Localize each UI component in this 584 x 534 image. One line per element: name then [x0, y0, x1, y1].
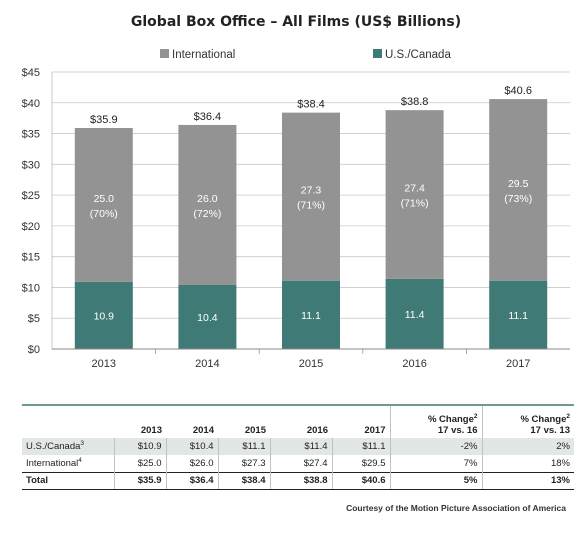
y-tick-label: $10	[22, 282, 40, 294]
x-tick-label: 2016	[402, 358, 426, 370]
table-cell: $38.8	[269, 471, 332, 490]
y-tick-label: $20	[22, 221, 40, 233]
table-cell: $10.4	[165, 438, 218, 455]
table-cell: $27.3	[217, 455, 270, 472]
y-tick-label: $40	[22, 98, 40, 110]
segment-share-label: (71%)	[401, 197, 429, 209]
bars: 10.9 25.0 (70%) $35.9 10.4 26.0 (72%) $36.4 11.1…	[74, 85, 548, 349]
segment-value-label: 27.3	[301, 185, 322, 197]
bar-segment-us-canada	[178, 284, 237, 349]
x-tick-label: 2014	[195, 358, 219, 370]
bar-segment-international	[74, 128, 133, 282]
table-cell: $26.0	[165, 455, 218, 472]
y-tick-label: $0	[28, 344, 40, 356]
table-cell: $40.6	[331, 471, 390, 490]
row-label: Total	[22, 471, 114, 490]
table-cell: $27.4	[269, 455, 332, 472]
legend-swatch-international	[160, 49, 169, 58]
header-blank	[22, 406, 114, 438]
table-cell: $11.1	[331, 438, 390, 455]
table-cell: $25.0	[113, 455, 166, 472]
segment-value-label: 26.0	[197, 193, 218, 205]
header-year: 2017	[364, 425, 386, 436]
row-label: International4	[26, 457, 82, 470]
table-cell: $35.9	[113, 471, 166, 490]
table-cell: $29.5	[331, 455, 390, 472]
bar-total-label: $35.9	[90, 114, 118, 126]
legend-swatch-us-canada	[373, 49, 382, 58]
table-cell: 18%	[481, 455, 574, 472]
bar-segment-us-canada	[385, 278, 444, 349]
table-cell: -2%	[389, 438, 482, 455]
legend-label-international: International	[172, 49, 235, 61]
table-cell: $10.9	[113, 438, 166, 455]
row-label: U.S./Canada3	[22, 438, 114, 455]
table-row-us-canada: U.S./Canada3 $10.9 $10.4 $11.1 $11.4 $11…	[22, 438, 574, 455]
y-tick-label: $25	[22, 190, 40, 202]
table-row-international: International4 $25.0 $26.0 $27.3 $27.4 $…	[22, 455, 574, 472]
stacked-bar-chart: Global Box Office – All Films (US$ Billi…	[22, 14, 570, 370]
segment-share-label: (71%)	[297, 200, 325, 212]
x-tick-label: 2013	[92, 358, 116, 370]
data-table: 2013 2014 2015 2016 2017 % Change2 17 vs…	[22, 404, 574, 490]
segment-value-label: 11.4	[405, 309, 425, 321]
y-tick-label: $5	[28, 313, 40, 325]
y-axis: $0 $5 $10 $15 $20 $25 $30 $35 $40 $45	[22, 67, 53, 356]
source-credit: Courtesy of the Motion Picture Associati…	[346, 503, 566, 513]
table-cell: 7%	[389, 455, 482, 472]
segment-value-label: 11.1	[301, 310, 321, 322]
header-year: 2016	[306, 425, 328, 436]
y-tick-label: $45	[22, 67, 40, 79]
bar-segment-us-canada	[74, 281, 133, 349]
header-change-17-vs-16: % Change2 17 vs. 16	[389, 406, 482, 438]
table-cell: 2%	[481, 438, 574, 455]
header-year: 2013	[140, 425, 162, 436]
table-cell: $11.1	[217, 438, 270, 455]
legend: International U.S./Canada	[160, 49, 451, 61]
bar-total-label: $38.8	[401, 96, 429, 108]
y-tick-label: $35	[22, 129, 40, 141]
segment-share-label: (73%)	[504, 193, 532, 205]
bar-segment-us-canada	[489, 280, 548, 349]
chart-title: Global Box Office – All Films (US$ Billi…	[131, 14, 461, 30]
segment-share-label: (70%)	[90, 208, 118, 220]
y-tick-label: $30	[22, 159, 40, 171]
bar-segment-international	[489, 99, 548, 281]
segment-value-label: 11.1	[508, 310, 528, 322]
bar-segment-international	[385, 110, 444, 279]
segment-value-label: 29.5	[508, 178, 529, 190]
table-header-row: 2013 2014 2015 2016 2017 % Change2 17 vs…	[22, 406, 574, 438]
bar-total-label: $40.6	[504, 85, 532, 97]
bar-segment-international	[178, 124, 237, 285]
header-change-17-vs-13: % Change2 17 vs. 13	[481, 406, 574, 438]
segment-value-label: 10.4	[197, 312, 218, 324]
table-cell: $11.4	[269, 438, 332, 455]
bar-segment-us-canada	[282, 280, 340, 349]
segment-value-label: 27.4	[404, 182, 425, 194]
table-row-total: Total $35.9 $36.4 $38.4 $38.8 $40.6 5% 1…	[22, 471, 574, 490]
table-cell: 5%	[389, 471, 482, 490]
y-tick-label: $15	[22, 252, 40, 264]
x-axis: 2013 2014 2015 2016 2017	[52, 348, 570, 370]
bar-segment-international	[282, 112, 340, 281]
table-cell: $38.4	[217, 471, 270, 490]
segment-share-label: (72%)	[193, 208, 221, 220]
segment-value-label: 25.0	[94, 193, 115, 205]
bar-total-label: $36.4	[194, 111, 222, 123]
x-tick-label: 2015	[299, 358, 323, 370]
table-cell: $36.4	[165, 471, 218, 490]
header-year: 2014	[192, 425, 214, 436]
legend-label-us-canada: U.S./Canada	[385, 49, 451, 61]
bar-total-label: $38.4	[297, 99, 325, 111]
header-year: 2015	[244, 425, 266, 436]
segment-value-label: 10.9	[94, 310, 115, 322]
x-tick-label: 2017	[506, 358, 530, 370]
table-cell: 13%	[481, 471, 574, 490]
